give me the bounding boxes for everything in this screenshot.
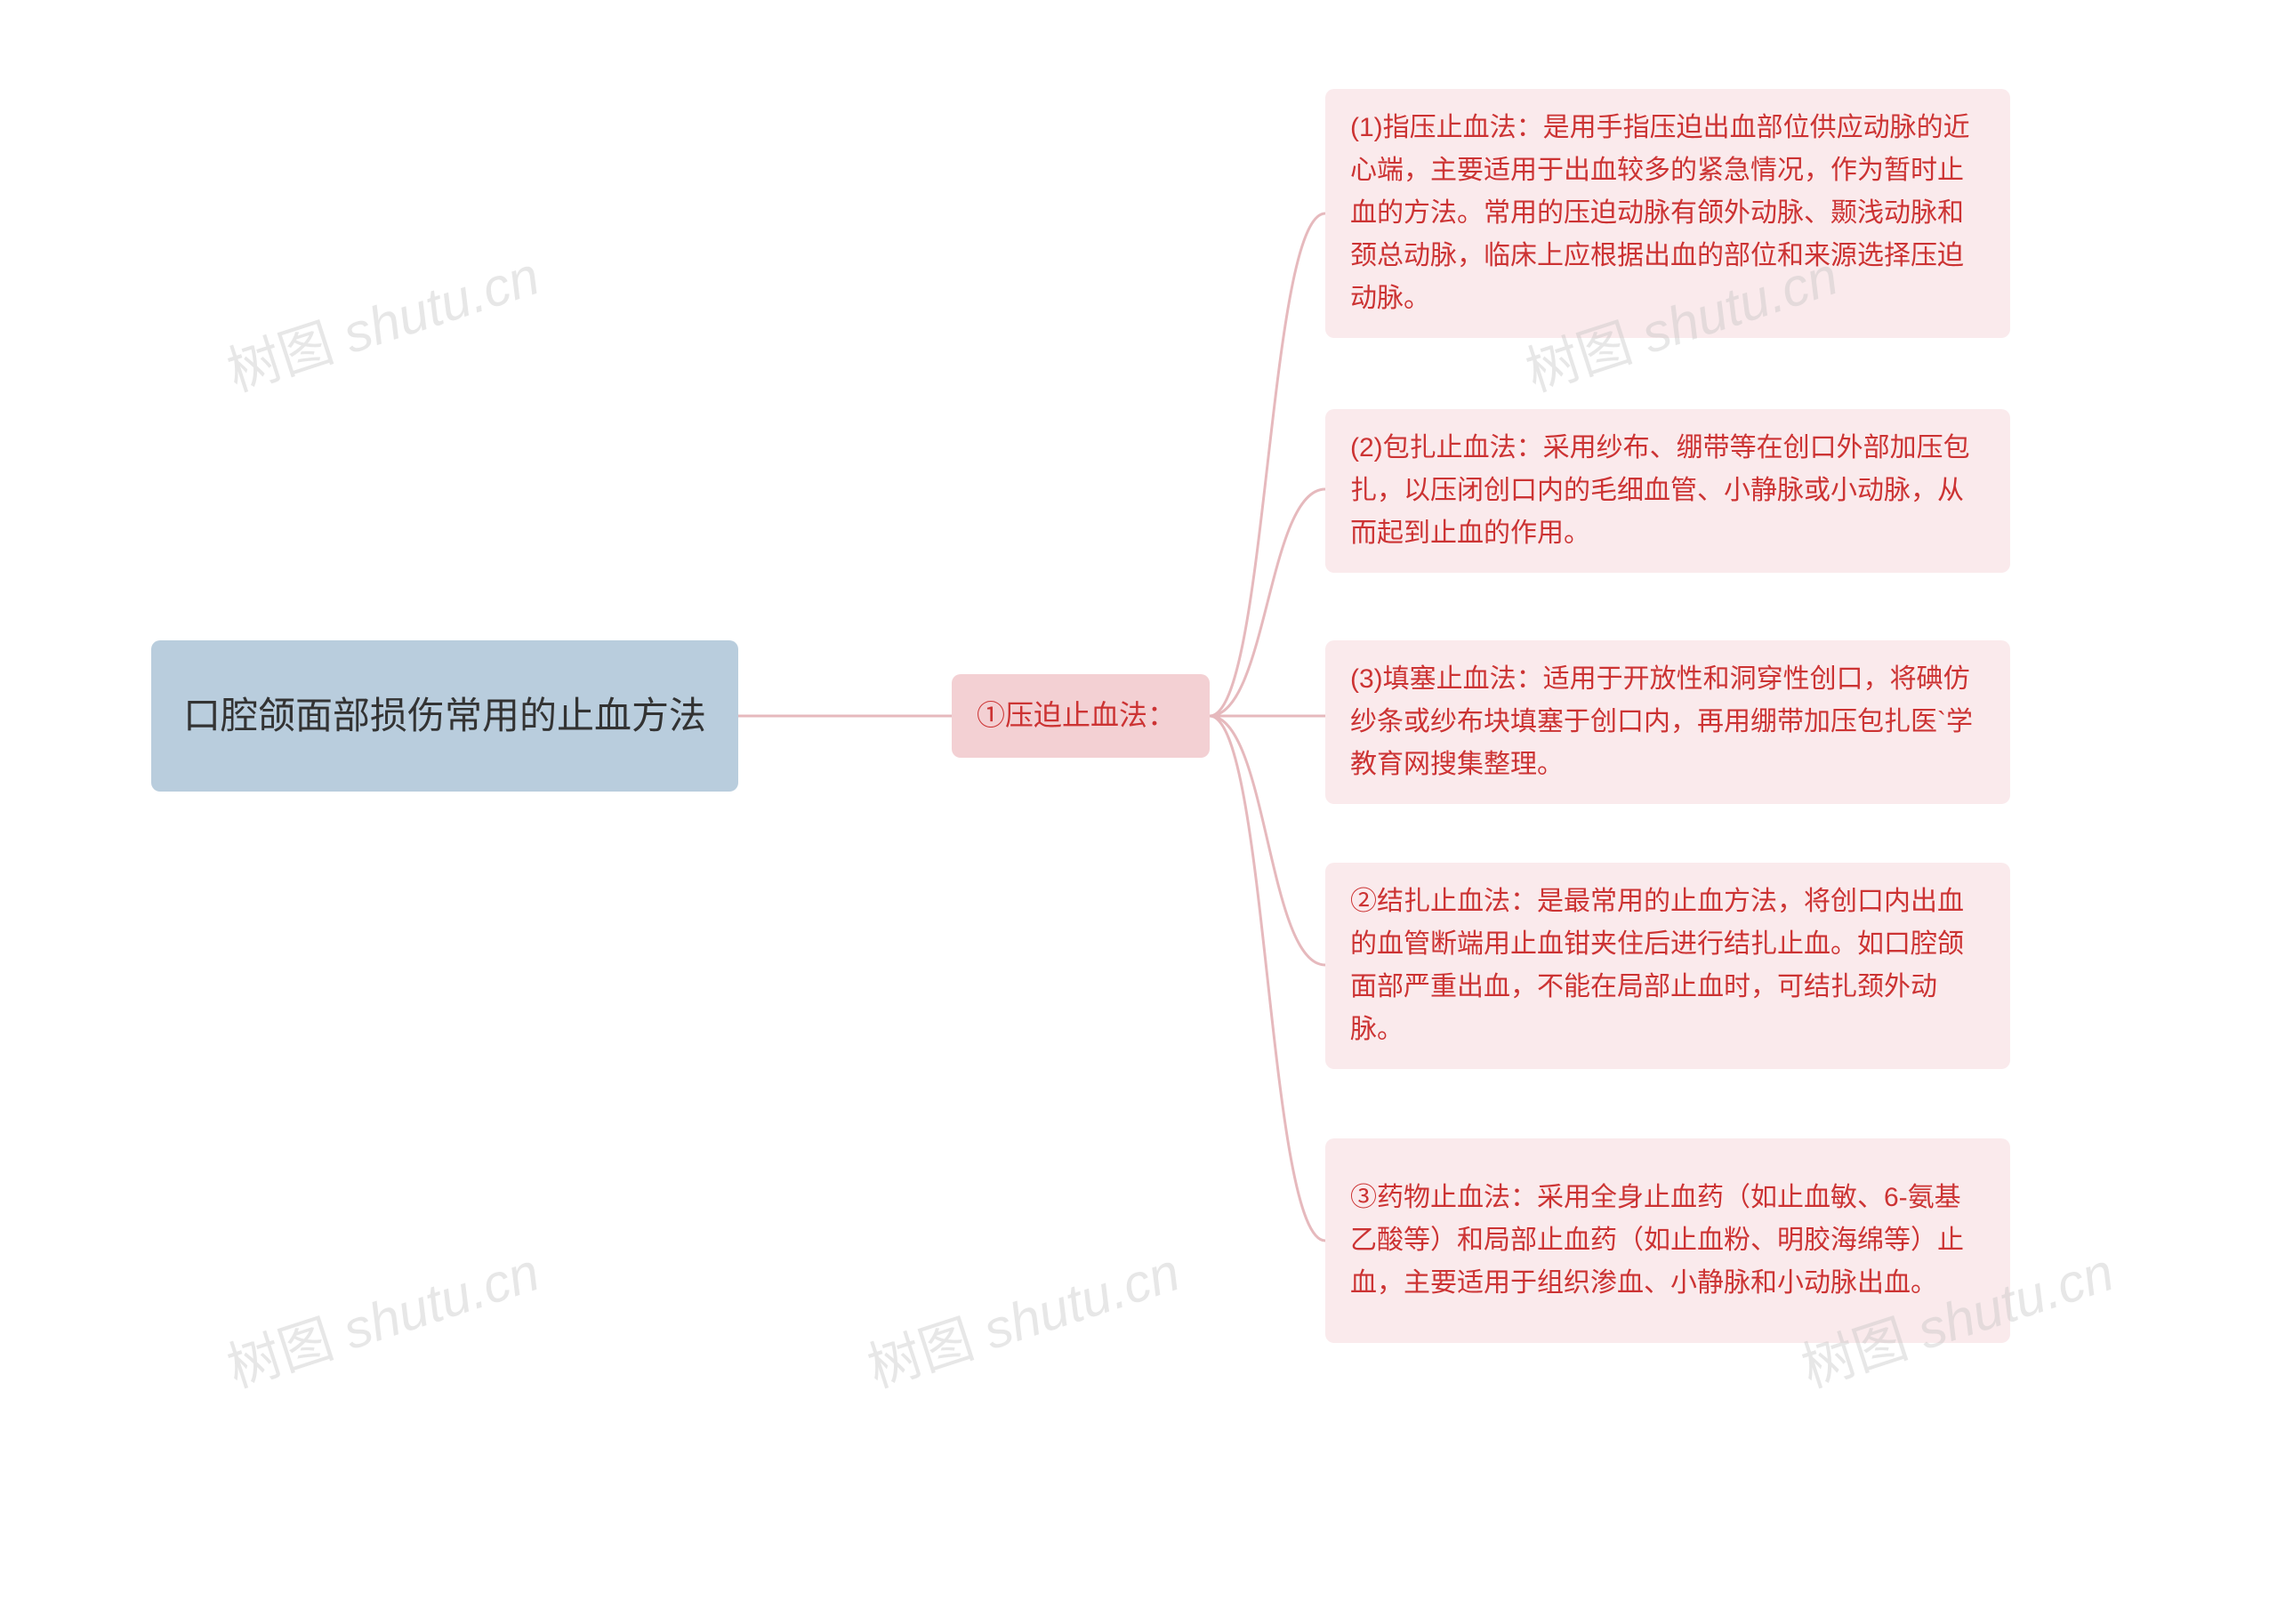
- watermark: 树图 shutu.cn: [216, 1229, 548, 1403]
- watermark: 树图 shutu.cn: [857, 1229, 1188, 1403]
- leaf-text: (2)包扎止血法：采用纱布、绷带等在创口外部加压包扎，以压闭创口内的毛细血管、小…: [1350, 427, 1985, 555]
- root-node: 口腔颌面部损伤常用的止血方法: [151, 640, 738, 792]
- leaf-node: ③药物止血法：采用全身止血药（如止血敏、6-氨基乙酸等）和局部止血药（如止血粉、…: [1325, 1138, 2010, 1343]
- watermark: 树图 shutu.cn: [216, 233, 548, 406]
- watermark-cn: 树图: [221, 312, 341, 402]
- level1-text: ①压迫止血法：: [977, 693, 1185, 738]
- leaf-node: (3)填塞止血法：适用于开放性和洞穿性创口，将碘仿纱条或纱布块填塞于创口内，再用…: [1325, 640, 2010, 804]
- leaf-node: (2)包扎止血法：采用纱布、绷带等在创口外部加压包扎，以压闭创口内的毛细血管、小…: [1325, 409, 2010, 573]
- watermark-en: shutu.cn: [962, 1242, 1187, 1365]
- root-text: 口腔颌面部损伤常用的止血方法: [176, 686, 713, 745]
- leaf-node: (1)指压止血法：是用手指压迫出血部位供应动脉的近心端，主要适用于出血较多的紧急…: [1325, 89, 2010, 338]
- leaf-text: ③药物止血法：采用全身止血药（如止血敏、6-氨基乙酸等）和局部止血药（如止血粉、…: [1350, 1177, 1985, 1305]
- leaf-text: ②结扎止血法：是最常用的止血方法，将创口内出血的血管断端用止血钳夹住后进行结扎止…: [1350, 880, 1985, 1051]
- leaf-text: (1)指压止血法：是用手指压迫出血部位供应动脉的近心端，主要适用于出血较多的紧急…: [1350, 107, 1985, 320]
- mindmap-canvas: 口腔颌面部损伤常用的止血方法 ①压迫止血法： (1)指压止血法：是用手指压迫出血…: [0, 0, 2277, 1624]
- level1-node: ①压迫止血法：: [952, 674, 1210, 758]
- watermark-cn: 树图: [861, 1308, 981, 1398]
- leaf-node: ②结扎止血法：是最常用的止血方法，将创口内出血的血管断端用止血钳夹住后进行结扎止…: [1325, 863, 2010, 1069]
- watermark-en: shutu.cn: [322, 245, 546, 369]
- watermark-cn: 树图: [221, 1308, 341, 1398]
- watermark-en: shutu.cn: [322, 1242, 546, 1365]
- leaf-text: (3)填塞止血法：适用于开放性和洞穿性创口，将碘仿纱条或纱布块填塞于创口内，再用…: [1350, 658, 1985, 786]
